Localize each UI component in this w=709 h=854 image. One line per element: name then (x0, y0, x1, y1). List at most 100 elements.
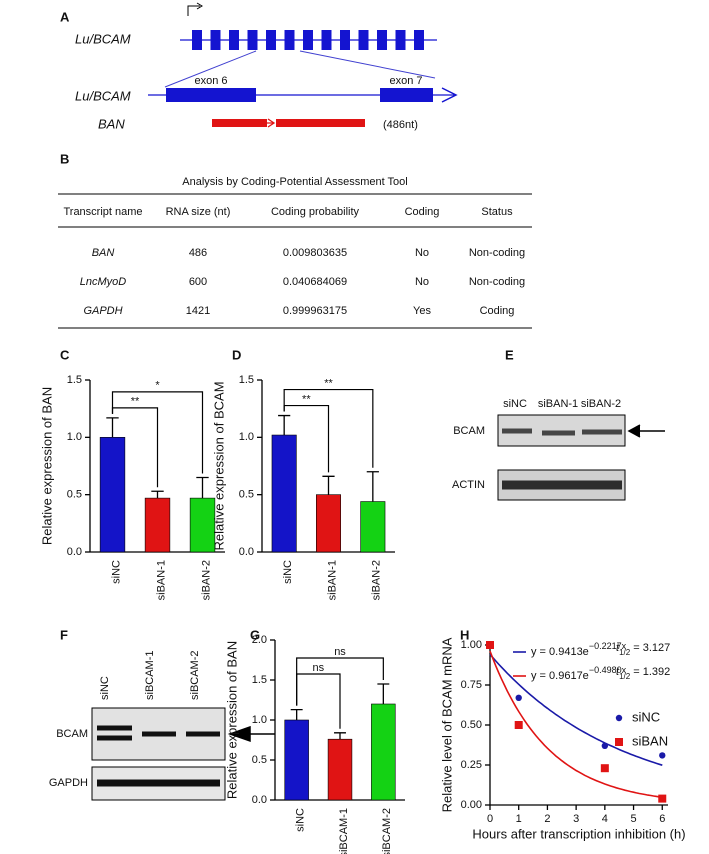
transcript-size: (486nt) (383, 119, 418, 131)
x-tick-label: siBCAM-1 (338, 808, 350, 854)
significance-bracket (111, 391, 204, 474)
bar (360, 501, 386, 553)
error-bar (278, 414, 291, 436)
y-tick-label: 1.0 (239, 431, 254, 443)
lane-label: siBCAM-2 (189, 650, 201, 700)
fit-base: y = 0.9413e (531, 646, 589, 658)
point (515, 694, 522, 701)
exon-box (321, 30, 332, 50)
error-bar (322, 475, 335, 495)
exon-label: exon 6 (194, 75, 227, 87)
exon-7-box (380, 88, 433, 102)
blot-band (97, 725, 220, 741)
y-tick-label: 0.0 (252, 794, 267, 806)
row-label: BCAM (453, 425, 485, 437)
bar (316, 494, 341, 553)
exon-box (395, 30, 406, 50)
half-life: t1/2 = 3.127 (616, 642, 670, 657)
fit-exponent: −0.4980x (589, 665, 627, 675)
y-tick-label: 0.25 (461, 759, 482, 771)
table-cell: LncMyoD (80, 276, 127, 288)
x-tick-label: 5 (630, 813, 636, 825)
table-cell: No (415, 247, 429, 259)
panel-label: C (60, 347, 70, 362)
x-tick-label: siBAN-1 (326, 560, 338, 600)
half-life-value: = 1.392 (630, 666, 670, 678)
point (601, 742, 609, 749)
x-tick-label: 1 (516, 813, 522, 825)
y-tick-label: 1.0 (67, 431, 82, 443)
x-tick-label: siNC (110, 560, 122, 584)
table-cell: No (415, 276, 429, 288)
significance-bracket (283, 388, 374, 468)
exon-box (247, 30, 258, 50)
x-tick-label: siBAN-2 (200, 560, 212, 600)
table-cell: 486 (189, 247, 207, 259)
half-life-t: t (616, 642, 620, 654)
panel-label: H (460, 627, 469, 642)
exon-box (210, 30, 221, 50)
table-cell: Non-coding (469, 276, 525, 288)
fit-equation: y = 0.9617e−0.4980x (531, 665, 627, 682)
error-bar (334, 732, 346, 740)
exon-box (358, 30, 369, 50)
table-header: Status (481, 206, 513, 218)
x-tick-label: siBAN-1 (155, 560, 167, 600)
table-cell: 0.009803635 (283, 247, 347, 259)
y-tick-label: 0.0 (239, 546, 254, 558)
x-tick-label: siNC (282, 560, 294, 584)
table-cell: Non-coding (469, 247, 525, 259)
significance-label: ns (313, 662, 325, 674)
y-tick-label: 1.5 (239, 374, 254, 386)
half-life-sub: 1/2 (619, 648, 631, 657)
y-tick-label: 0.75 (461, 679, 482, 691)
x-tick-label: siNC (295, 808, 307, 832)
legend-label: siBAN (632, 733, 668, 748)
bar (327, 738, 353, 801)
legend-label: siNC (632, 709, 660, 724)
fit-equation: y = 0.9413e−0.2217x (531, 641, 627, 658)
table: Analysis by Coding-Potential Assessment … (58, 176, 532, 329)
panel-label: E (505, 347, 514, 362)
x-tick-label: 2 (544, 813, 550, 825)
exon-label: exon 7 (389, 75, 422, 87)
bar (371, 703, 396, 801)
legend-marker (615, 738, 623, 746)
ban-segment (276, 119, 365, 127)
bar (284, 719, 309, 801)
ban-junction (262, 118, 276, 128)
y-tick-label: 1.0 (252, 714, 267, 726)
row-label: GAPDH (49, 777, 88, 789)
y-axis-label: Relative expression of BAN (39, 387, 54, 545)
lane-label: siNC (99, 676, 111, 700)
y-tick-label: 1.5 (67, 374, 82, 386)
exon-box (340, 30, 350, 50)
error-bar (196, 476, 209, 499)
transcript-label: BAN (98, 116, 125, 131)
row-label: ACTIN (452, 479, 485, 491)
y-axis-label: Relative expression of BAN (224, 641, 239, 799)
lane-label: siBCAM-1 (144, 650, 156, 700)
exon-box (414, 30, 424, 50)
significance-bracket (296, 657, 384, 706)
half-life-t: t (616, 666, 620, 678)
panel-label: B (60, 151, 69, 166)
y-tick-label: 1.00 (461, 639, 482, 651)
y-tick-label: 0.5 (252, 754, 267, 766)
y-tick-label: 0.5 (239, 489, 254, 501)
table-cell: GAPDH (83, 305, 122, 317)
table-cell: Yes (413, 305, 431, 317)
bar (144, 497, 171, 553)
bar (271, 434, 297, 553)
direction-arrow (441, 87, 458, 103)
table-cell: 1421 (186, 305, 210, 317)
row-label: BCAM (56, 728, 88, 740)
panel-label: A (60, 9, 70, 24)
zoom-line (299, 50, 436, 79)
x-tick-label: siBAN-2 (371, 560, 383, 600)
significance-label: ** (324, 377, 333, 389)
error-bar (377, 683, 390, 704)
fit-base: y = 0.9617e (531, 670, 589, 682)
table-header: Coding (405, 206, 440, 218)
